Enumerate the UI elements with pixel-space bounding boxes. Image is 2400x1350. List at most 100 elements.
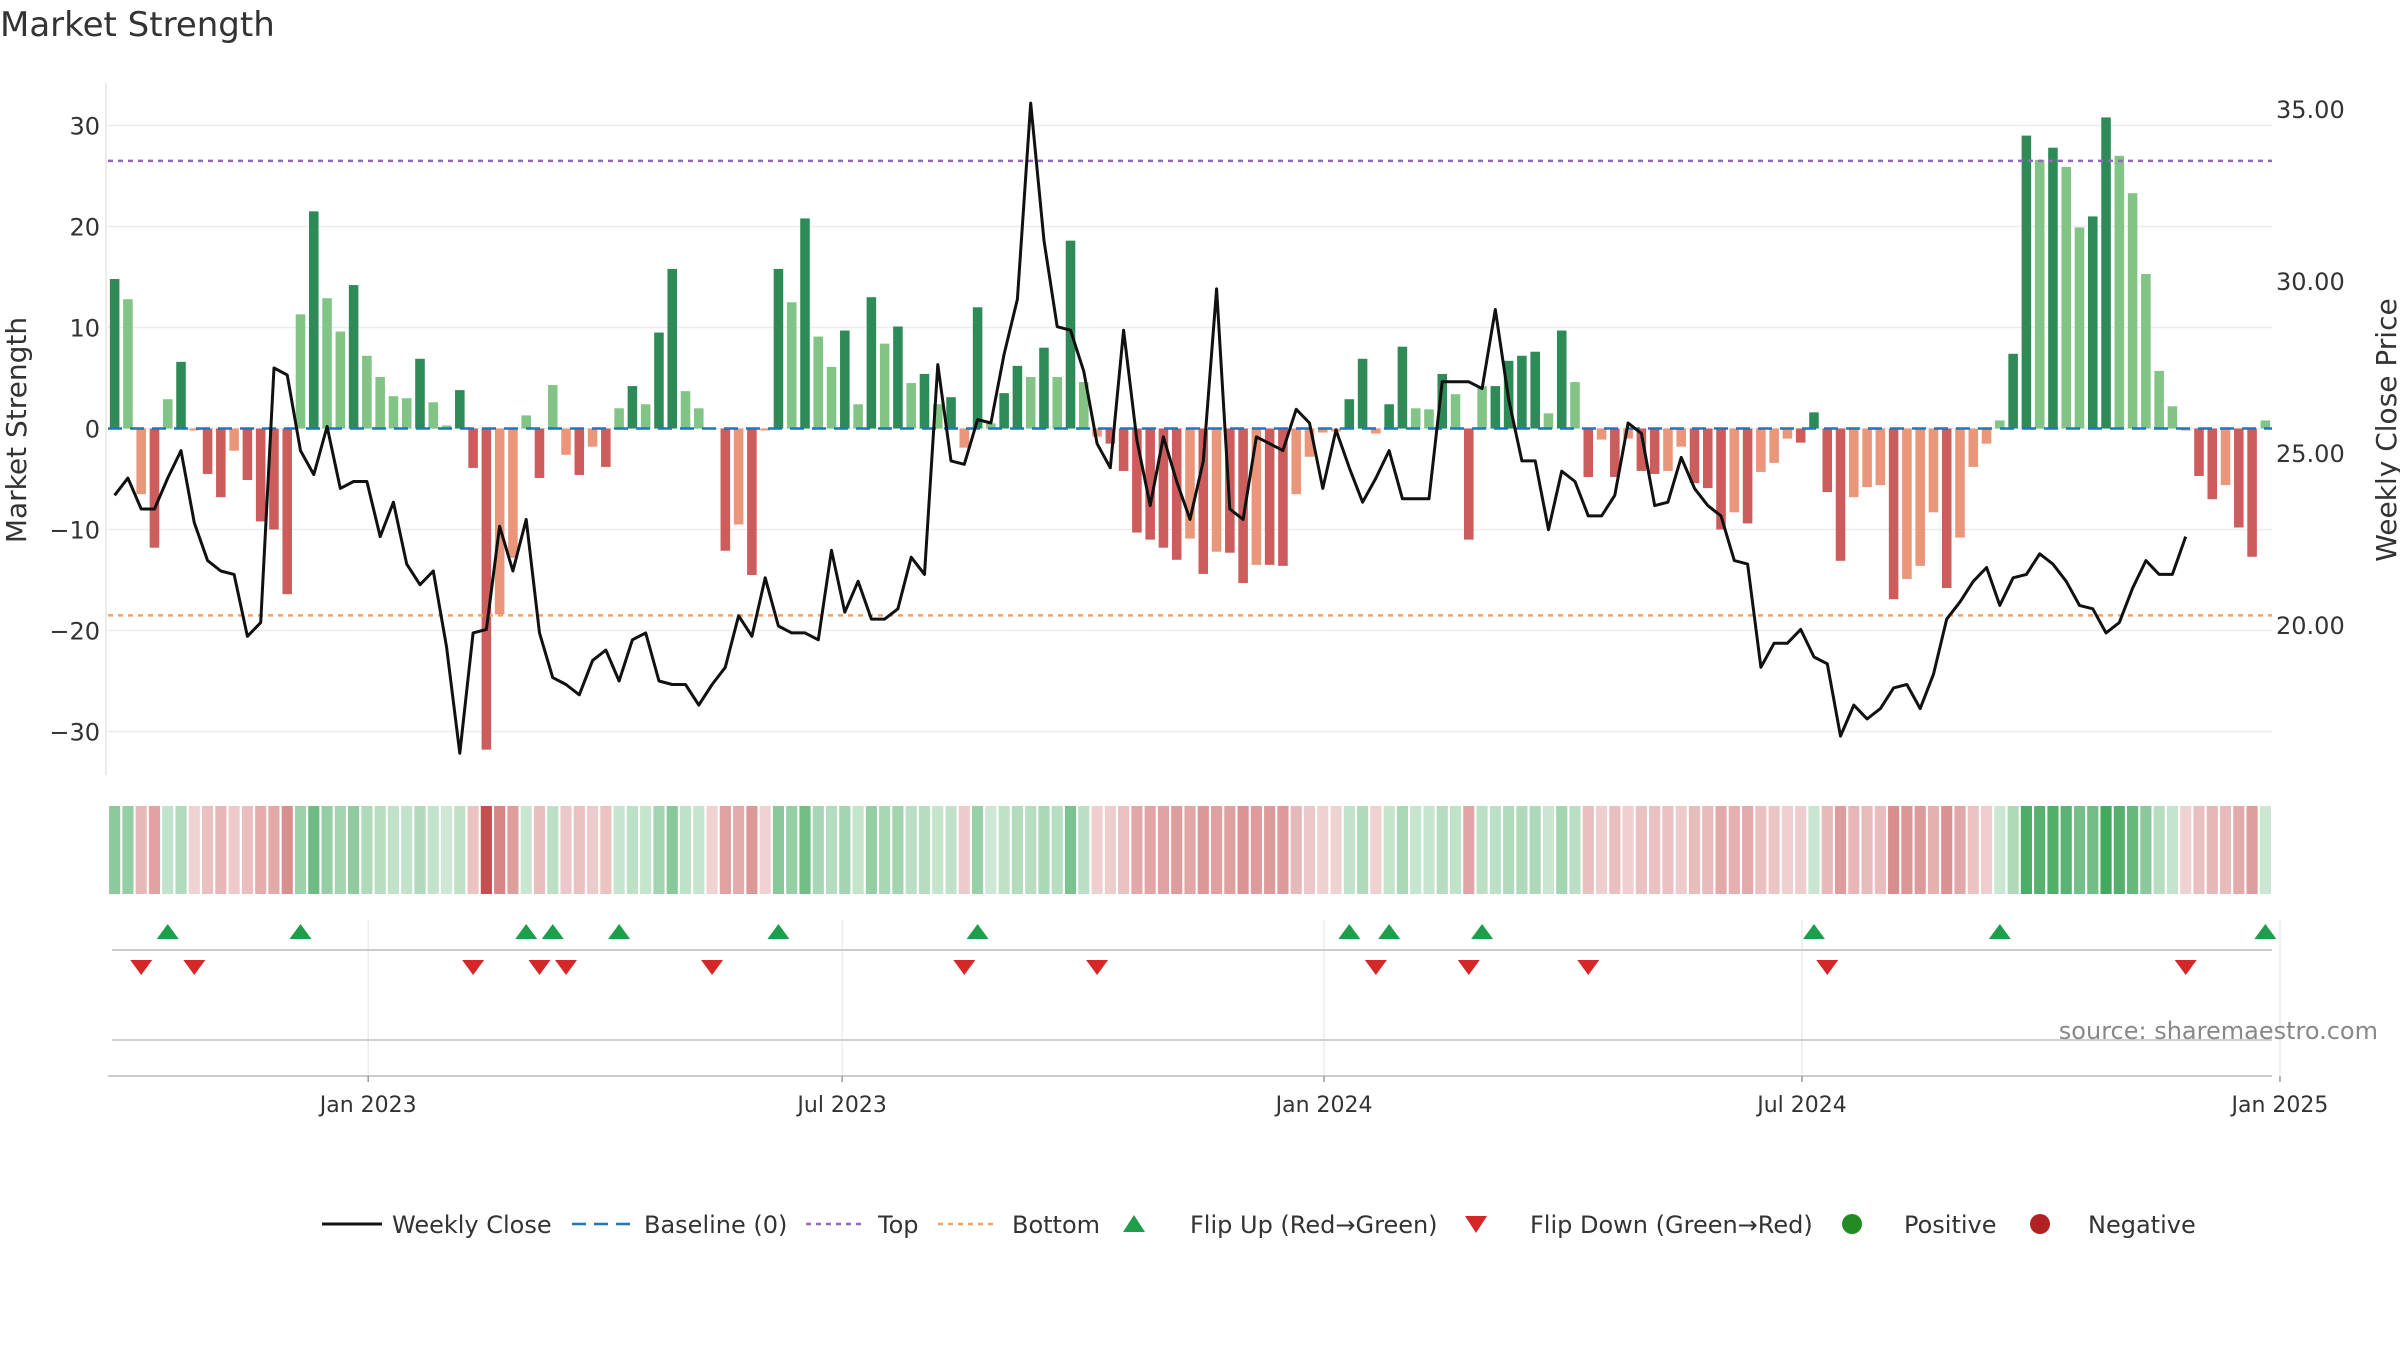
flip-down-marker [555, 960, 578, 975]
strip-cell [653, 806, 665, 894]
strength-bar [455, 390, 465, 429]
strip-cell [1118, 806, 1130, 894]
strength-bar [1981, 428, 1992, 444]
strength-bar [136, 428, 146, 495]
strip-cell [1383, 806, 1395, 894]
strength-bar [1596, 428, 1607, 440]
legend-label: Positive [1904, 1211, 1997, 1239]
x-tick-label: Jan 2023 [318, 1093, 417, 1118]
strength-bar [1158, 428, 1169, 548]
strip-cell [454, 806, 466, 894]
strength-bar [1955, 428, 1965, 538]
strip-cell [201, 806, 214, 894]
strength-bar [2101, 117, 2111, 429]
strip-cell [1768, 806, 1780, 894]
legend-label: Top [877, 1211, 919, 1239]
strip-cell [2259, 806, 2271, 894]
strip-cell [507, 806, 519, 894]
strip-cell [1994, 806, 2006, 894]
strip-cell [1954, 806, 1966, 894]
strip-cell [1795, 806, 1807, 894]
strength-bar [189, 428, 200, 431]
y-tick-label: 35.00 [2276, 96, 2345, 124]
strength-bar [1849, 428, 1859, 498]
flip-down-marker [1086, 960, 1109, 975]
strip-cell [241, 806, 253, 894]
strip-cell [348, 806, 360, 894]
strip-cell [1888, 806, 1900, 894]
strip-cell [812, 806, 824, 894]
strip-cell [215, 806, 227, 894]
strip-cell [985, 806, 997, 894]
strip-cell [520, 806, 532, 894]
strength-bar [879, 343, 890, 429]
strip-cell [719, 806, 731, 894]
strength-bar [2207, 428, 2218, 500]
strip-cell [2206, 806, 2218, 894]
strip-cell [1210, 806, 1223, 894]
strip-cell [2060, 806, 2072, 894]
strength-bar [1092, 428, 1102, 437]
strip-cell [2100, 806, 2112, 894]
strip-cell [1874, 806, 1886, 894]
strength-bar [176, 361, 186, 429]
strip-cell [1237, 806, 1249, 894]
y-tick-label: 25.00 [2276, 440, 2345, 468]
strength-bar [2247, 428, 2257, 557]
strength-bar [481, 428, 492, 750]
flip-down-marker [1457, 960, 1480, 975]
strip-cell [772, 806, 785, 894]
strip-cell [706, 806, 718, 894]
strip-cell [387, 806, 400, 894]
strength-bar [1118, 428, 1129, 471]
strength-bar [760, 428, 770, 431]
strip-cell [480, 806, 492, 894]
strength-bar [1052, 376, 1063, 429]
strength-bar [1450, 394, 1461, 429]
strip-cell [2219, 806, 2232, 894]
legend-label: Flip Down (Green→Red) [1530, 1211, 1813, 1239]
flip-up-marker [2254, 924, 2277, 939]
flip-up-marker [1988, 924, 2011, 939]
strength-bar [1517, 355, 1527, 429]
flip-up-marker [1471, 924, 1494, 939]
strip-cell [1064, 806, 1077, 894]
x-tick-label: Jul 2024 [1755, 1093, 1847, 1118]
strength-bar [1251, 428, 1262, 565]
strip-cell [175, 806, 187, 894]
strength-bar [2154, 370, 2164, 429]
strength-bar [680, 391, 691, 429]
strip-cell [1781, 806, 1793, 894]
strength-bar [1795, 428, 1806, 443]
strength-bar [1902, 428, 1912, 579]
strength-bar [1464, 428, 1474, 540]
strip-cell [746, 806, 758, 894]
strip-cell [2020, 806, 2032, 894]
strength-bar [1610, 428, 1620, 477]
strength-bar [667, 268, 678, 429]
strength-bar [229, 428, 239, 451]
flip-down-marker [701, 960, 724, 975]
strip-cell [1941, 806, 1953, 894]
strip-cell [1370, 806, 1382, 894]
legend-label: Negative [2088, 1211, 2196, 1239]
strip-cell [972, 806, 984, 894]
y-tick-label: 10 [69, 315, 100, 343]
strength-bar [1556, 330, 1567, 429]
strength-bar [1915, 428, 1925, 566]
strip-cell [1317, 806, 1329, 894]
strength-bar [308, 211, 319, 429]
strength-bars [109, 117, 2271, 750]
source-text: source: sharemaestro.com [2059, 1017, 2378, 1045]
strip-cell [1144, 806, 1156, 894]
flip-down-marker [462, 960, 485, 975]
strength-bar [1968, 428, 1979, 467]
strength-bar [335, 331, 346, 429]
x-tick-label: Jan 2025 [2230, 1093, 2329, 1118]
strength-bar [1025, 376, 1036, 429]
strip-cell [162, 806, 174, 894]
legend-label: Baseline (0) [644, 1211, 787, 1239]
strip-cell [1927, 806, 1940, 894]
strength-bar [627, 386, 638, 429]
